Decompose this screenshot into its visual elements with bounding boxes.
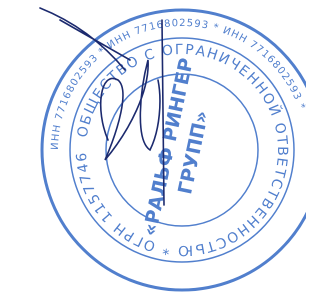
seal-image: ИНН 7716802593 * ИНН 7716802593 * ИНН 77… bbox=[0, 0, 306, 306]
page: {"seal": { "outer_ring": "ИНН 7716802593… bbox=[0, 0, 306, 306]
center-text: «РАЛЬФ РИНГЕР ГРУПП» bbox=[139, 56, 224, 243]
